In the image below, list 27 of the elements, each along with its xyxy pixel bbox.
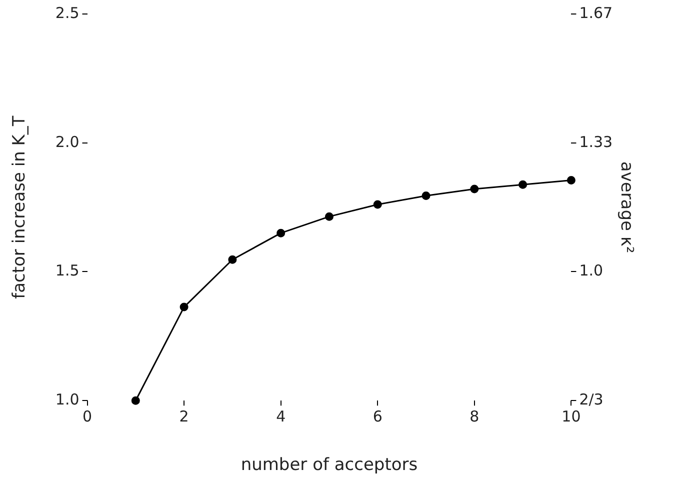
point [131, 396, 140, 405]
x-tick-label: 6 [372, 407, 382, 426]
y-tick-label: 2.0 [55, 132, 80, 151]
x-tick-label: 0 [82, 407, 92, 426]
point [373, 200, 382, 209]
y2-tick-label: 2/3 [579, 390, 604, 408]
x-tick-label: 2 [179, 407, 189, 426]
point [422, 191, 430, 200]
point [470, 184, 479, 194]
y2-tick-label: 1.0 [579, 262, 604, 280]
y2-tick-label: 1.33 [579, 132, 613, 151]
y2-tick-label: 1.67 [579, 4, 613, 22]
y-tick-label: 1.5 [55, 262, 80, 280]
y2-axis-title: average κ² [616, 161, 636, 254]
point [324, 212, 334, 221]
point [180, 302, 188, 312]
point [518, 180, 528, 189]
y-axis-title: factor increase in K_T [10, 115, 30, 299]
x-tick-label: 8 [470, 407, 480, 426]
x-axis-title: number of acceptors [240, 455, 418, 476]
y-tick-label: 2.5 [55, 4, 80, 22]
point [276, 228, 286, 238]
x-tick-label: 10 [562, 407, 581, 426]
point [566, 176, 576, 184]
x-tick-label: 4 [276, 407, 286, 426]
y-tick-label: 1.0 [55, 390, 80, 408]
point [228, 255, 237, 264]
